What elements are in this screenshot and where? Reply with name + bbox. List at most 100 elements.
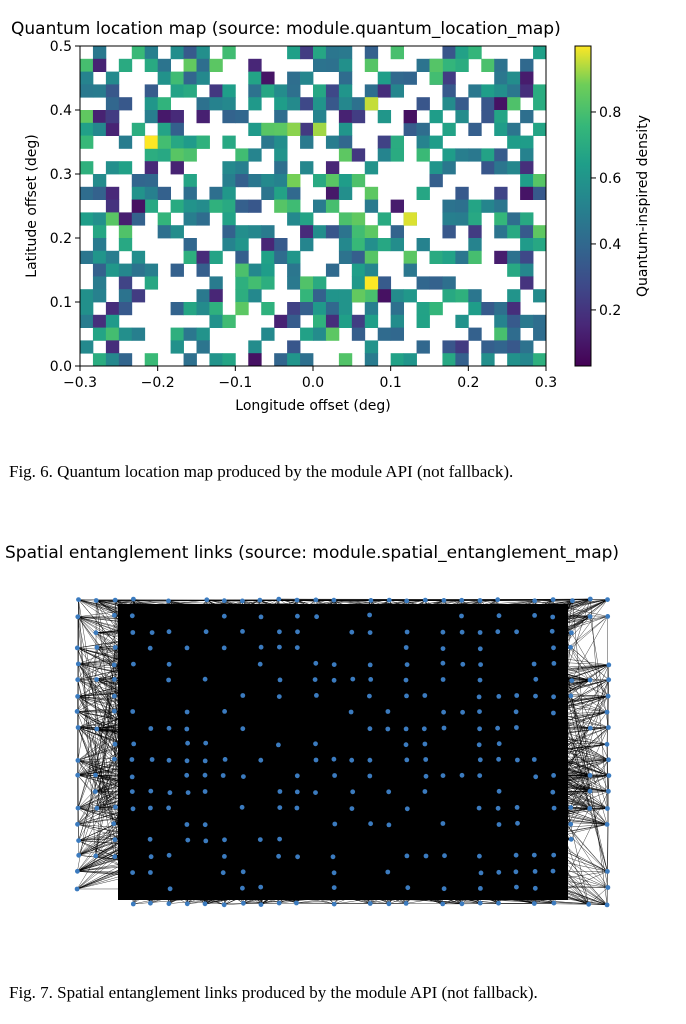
heatmap-cell bbox=[261, 276, 275, 290]
heatmap-cell-highlight bbox=[157, 135, 172, 149]
heatmap-cell bbox=[338, 46, 353, 60]
x-tick-label: −0.3 bbox=[63, 375, 97, 391]
y-tick-label: 0.2 bbox=[50, 231, 72, 247]
heatmap-cell bbox=[235, 161, 249, 175]
heatmap-cell bbox=[144, 84, 159, 98]
heatmap-cell bbox=[520, 135, 534, 149]
network-node bbox=[404, 806, 410, 812]
heatmap-cell bbox=[274, 250, 288, 264]
heatmap-cell-highlight bbox=[351, 289, 366, 303]
heatmap-cell bbox=[429, 110, 443, 124]
heatmap-cell bbox=[455, 199, 469, 213]
network-node bbox=[368, 677, 374, 682]
y-tick-label: 0.3 bbox=[50, 167, 72, 183]
heatmap-cell bbox=[325, 97, 340, 111]
heatmap-cell bbox=[403, 263, 417, 277]
network-node bbox=[459, 772, 465, 778]
heatmap-cell bbox=[157, 186, 172, 200]
heatmap-cell bbox=[80, 302, 94, 316]
network-node bbox=[478, 662, 483, 667]
network-node bbox=[386, 901, 392, 907]
heatmap-cell bbox=[403, 353, 417, 367]
heatmap-cell bbox=[248, 84, 262, 98]
heatmap-cell bbox=[183, 186, 197, 200]
heatmap-cell bbox=[313, 97, 327, 111]
heatmap-cell bbox=[364, 314, 379, 328]
network-node bbox=[75, 694, 80, 699]
network-node bbox=[221, 645, 227, 651]
network-node bbox=[385, 709, 391, 714]
heatmap-cell bbox=[287, 276, 301, 290]
heatmap-cell bbox=[403, 122, 417, 136]
heatmap-cell-highlight bbox=[105, 110, 120, 124]
network-node bbox=[460, 661, 466, 667]
network-node bbox=[312, 677, 318, 682]
network-node bbox=[75, 614, 81, 620]
network-node bbox=[331, 885, 337, 890]
network-node bbox=[495, 597, 501, 603]
network-node bbox=[605, 614, 611, 619]
heatmap-cell bbox=[209, 314, 223, 328]
network-node bbox=[477, 630, 483, 635]
heatmap-cell bbox=[390, 199, 405, 213]
network-node bbox=[130, 901, 136, 907]
heatmap-cell bbox=[313, 327, 327, 341]
network-node bbox=[112, 693, 117, 699]
heatmap-cell bbox=[170, 71, 184, 85]
heatmap-cell bbox=[390, 71, 405, 85]
heatmap-cell bbox=[442, 46, 456, 60]
heatmap-cell bbox=[507, 212, 521, 226]
network-node bbox=[551, 661, 557, 666]
heatmap-cell bbox=[170, 263, 184, 277]
heatmap-cell bbox=[533, 174, 547, 188]
network-node bbox=[404, 757, 410, 763]
heatmap-cell bbox=[105, 97, 120, 111]
heatmap-cell bbox=[222, 212, 236, 226]
heatmap-cell bbox=[80, 122, 94, 136]
network-node bbox=[129, 774, 135, 780]
heatmap-cell bbox=[157, 225, 172, 239]
network-node bbox=[549, 628, 555, 634]
heatmap-cell bbox=[455, 314, 469, 328]
y-tick-label: 0.4 bbox=[50, 103, 72, 119]
heatmap-cell bbox=[274, 174, 288, 188]
heatmap-cell bbox=[455, 97, 469, 111]
network-node bbox=[459, 613, 464, 619]
network-node bbox=[112, 741, 118, 747]
heatmap-cell bbox=[261, 186, 275, 200]
x-tick-label: 0.1 bbox=[380, 375, 402, 391]
heatmap-cell bbox=[92, 314, 107, 328]
network-node bbox=[313, 660, 319, 666]
heatmap-cell bbox=[481, 302, 495, 316]
network-node bbox=[166, 629, 172, 635]
heatmap-cell bbox=[222, 97, 236, 111]
heatmap-cell bbox=[494, 186, 508, 200]
heatmap-cell bbox=[92, 84, 107, 98]
heatmap-cell bbox=[261, 302, 275, 316]
heatmap-cell bbox=[248, 199, 262, 213]
heatmap-cell bbox=[287, 250, 301, 264]
heatmap-cell bbox=[442, 276, 456, 290]
heatmap-cell bbox=[144, 174, 159, 188]
heatmap-cell bbox=[274, 314, 288, 328]
network-node bbox=[184, 758, 190, 764]
heatmap-cell bbox=[338, 58, 353, 72]
colorbar bbox=[574, 45, 592, 367]
network-node bbox=[147, 645, 153, 651]
heatmap-cell bbox=[261, 263, 275, 277]
network-node bbox=[604, 741, 610, 747]
heatmap-cell bbox=[274, 199, 288, 213]
network-node bbox=[166, 725, 172, 731]
heatmap-cell bbox=[274, 122, 288, 136]
heatmap-cell bbox=[80, 186, 94, 200]
heatmap-cell bbox=[416, 186, 430, 200]
heatmap-cell bbox=[325, 58, 340, 72]
network-node bbox=[166, 677, 172, 683]
heatmap-cell bbox=[533, 84, 547, 98]
heatmap-cell bbox=[80, 161, 94, 175]
network-node bbox=[93, 598, 99, 603]
heatmap-cell bbox=[157, 71, 172, 85]
heatmap-cell bbox=[105, 161, 120, 175]
heatmap-cell bbox=[468, 289, 482, 303]
heatmap-cell bbox=[338, 135, 353, 149]
